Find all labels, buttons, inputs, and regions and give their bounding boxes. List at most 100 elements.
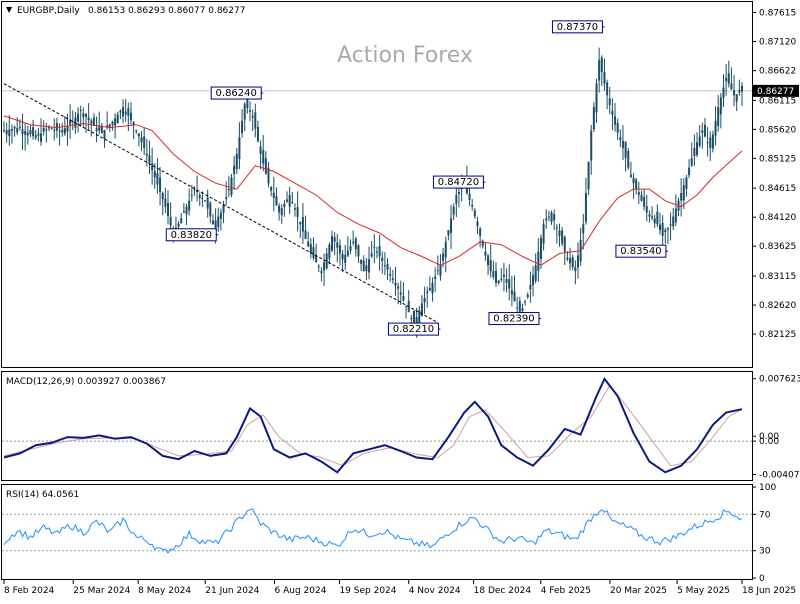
price-bar-body [312,246,315,258]
price-bar-body [394,282,397,286]
price-bar-body [450,218,453,233]
price-bar-body [711,134,714,149]
price-bar-body [526,294,529,297]
macd-axis-tick-label: 0.00 [759,437,779,447]
price-bar-body [169,216,172,226]
price-bar-body [159,177,162,193]
x-axis-tick-label: 19 Sep 2024 [339,586,396,596]
price-bar-body [669,224,672,226]
price-bar-body [63,128,66,134]
price-bar-body [71,121,74,123]
price-bar-body [140,137,143,143]
price-bar-body [444,241,447,258]
price-bar-body [590,130,593,161]
price-bar-body [354,238,357,250]
price-bar-body [293,208,296,210]
price-bar-body [100,125,103,133]
price-bar-body [717,107,720,127]
price-bar-body [621,140,624,149]
price-bar-body [225,196,228,200]
price-bar-body [611,111,614,115]
price-bar-body [256,126,259,142]
price-bar-body [566,257,569,260]
price-bar-body [489,260,492,272]
price-bar-body [569,258,572,264]
price-bar-body [106,125,109,128]
price-bar-body [137,133,140,137]
price-bar-body [119,110,122,113]
price-axis-tick-label: 0.83115 [759,272,796,282]
price-bar-body [447,230,450,236]
price-bar-body [381,257,384,261]
price-axis-tick-label: 0.84615 [759,184,796,194]
header-arrow-icon[interactable]: ▼ [6,5,13,14]
price-bar-body [53,129,56,131]
price-bar-body [656,211,659,225]
price-bar-body [460,188,463,190]
price-bar-body [103,130,106,139]
price-axis-tick-label: 0.83625 [759,242,796,252]
macd-axis-tick-label: 0.007623 [759,375,800,385]
price-bar-body [473,210,476,217]
x-axis-tick-label: 20 Mar 2025 [610,586,667,596]
price-bar-body [95,128,98,131]
price-bar-body [333,237,336,242]
price-bar-body [82,113,85,118]
price-axis-tick-label: 0.82620 [759,301,796,311]
price-bar-body [648,214,651,217]
price-bar-body [344,254,347,263]
price-bar-body [555,227,558,229]
price-bar-body [190,194,193,196]
price-bar-body [151,163,154,171]
price-bar-body [457,192,460,195]
price-bar-body [127,107,130,116]
price-bar-body [701,130,704,133]
downtrend-line [3,83,439,324]
price-bar-body [373,246,376,248]
price-bar-body [497,280,500,284]
price-bar-body [87,117,90,121]
price-bar-body [629,174,632,178]
price-axis-tick-label: 0.85620 [759,125,796,135]
price-bar-body [436,270,439,272]
price-bar-body [13,126,16,129]
price-bar-body [69,119,72,125]
price-bar-body [428,287,431,291]
price-bar-body [291,202,294,204]
price-bar-body [719,97,722,115]
price-bar-body [18,127,21,129]
rsi-axis-tick-label: 30 [759,547,771,557]
price-bar-body [415,316,418,328]
price-bar-body [479,228,482,236]
price-bar-body [204,200,207,202]
price-bar-body [85,114,87,117]
price-bar-body [426,291,429,294]
price-bar-body [518,301,521,316]
price-bar-body [616,122,619,133]
price-bar-body [288,194,291,207]
price-bar-body [98,125,101,131]
price-bar-body [571,257,574,268]
price-axis-tick-label: 0.87120 [759,37,796,47]
price-bar-body [666,228,669,230]
price-bar-body [645,206,648,213]
price-bar-body [309,244,312,254]
price-bar-body [10,129,13,131]
price-bar-body [116,114,119,124]
price-bar-body [325,253,328,269]
price-bar-body [698,136,701,146]
price-bar-body [338,245,341,254]
price-bar-body [90,120,93,124]
price-annotation-label: 0.83820 [171,230,212,241]
price-bar-body [534,265,537,281]
price-bar-body [500,278,503,280]
price-bar-body [733,90,736,96]
price-series-layer: 0.86240 0.83820 0.82210 0.84720 0.82390 0.873… [2,20,752,338]
price-bar-body [664,229,667,233]
x-axis-tick-label: 25 Mar 2024 [73,586,130,596]
price-bar-body [8,129,11,137]
price-bar-body [177,223,180,227]
price-bar-body [315,255,318,263]
price-bar-body [619,137,622,141]
